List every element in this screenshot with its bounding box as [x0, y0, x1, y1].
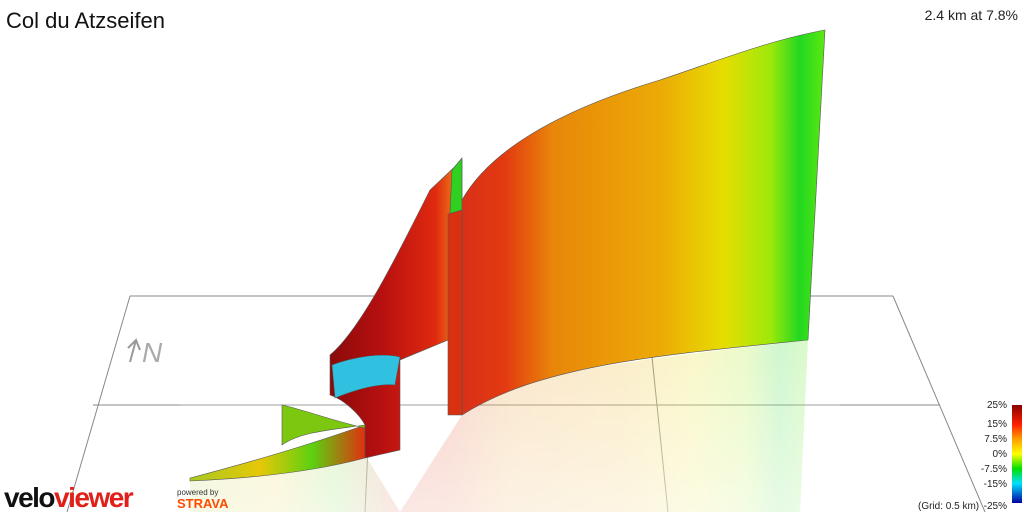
legend-label: -25% — [984, 501, 1007, 512]
legend-label: 0% — [993, 449, 1008, 460]
logo: veloviewer — [4, 482, 134, 512]
logo-viewer: viewer — [54, 482, 134, 512]
legend: 25% 15% 7.5% 0% -7.5% -15% -25% — [981, 400, 1007, 512]
legend-label: 7.5% — [984, 434, 1007, 445]
powered-by: powered by — [177, 488, 218, 497]
legend-label: -7.5% — [981, 464, 1007, 475]
logo-velo: velo — [4, 482, 55, 512]
compass-arrow — [127, 338, 141, 363]
summary: 2.4 km at 7.8% — [925, 7, 1018, 23]
compass-label: N — [142, 337, 163, 368]
legend-label: -15% — [984, 479, 1007, 490]
grid-note: (Grid: 0.5 km) — [918, 501, 979, 512]
wall-descent — [331, 354, 401, 399]
compass: N — [127, 337, 163, 368]
strava-logo: STRAVA — [177, 496, 229, 511]
legend-label: 25% — [987, 400, 1007, 411]
title: Col du Atzseifen — [6, 8, 165, 33]
wall-main — [461, 29, 826, 416]
legend-label: 15% — [987, 419, 1007, 430]
wall-hairpin — [449, 157, 463, 215]
wall-main-edge — [447, 209, 463, 416]
color-bar — [1012, 405, 1022, 503]
